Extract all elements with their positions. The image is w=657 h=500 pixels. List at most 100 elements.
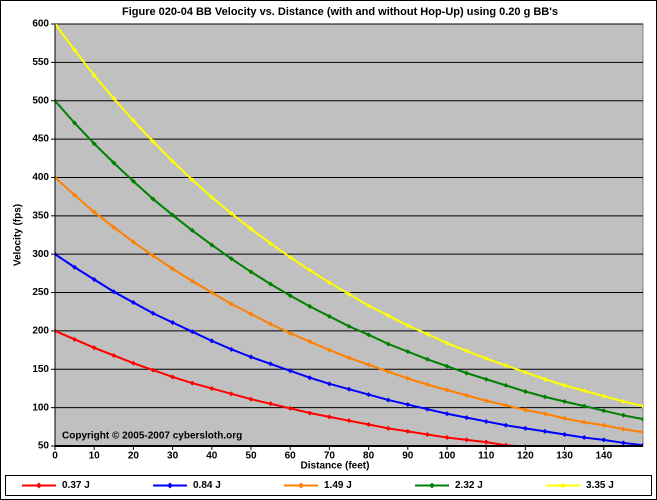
marker [405, 402, 411, 408]
marker [464, 348, 470, 354]
marker [405, 349, 411, 355]
legend-label: 0.37 J [62, 480, 90, 491]
marker [268, 401, 274, 407]
marker [562, 382, 568, 388]
marker [326, 313, 332, 319]
marker [72, 336, 78, 342]
y-tick-label: 250 [32, 287, 49, 298]
marker [424, 431, 430, 437]
marker [91, 277, 97, 283]
marker [581, 403, 587, 409]
marker [424, 406, 430, 412]
marker [248, 311, 254, 317]
marker [483, 356, 489, 362]
marker [326, 347, 332, 353]
marker [326, 414, 332, 420]
marker [130, 360, 136, 366]
marker [228, 256, 234, 262]
marker [444, 411, 450, 417]
y-tick-label: 450 [32, 134, 49, 145]
marker [130, 239, 136, 245]
marker [150, 253, 156, 259]
marker [170, 158, 176, 164]
marker [640, 416, 643, 422]
marker [620, 398, 626, 404]
marker [170, 374, 176, 380]
marker [366, 332, 372, 338]
marker [209, 194, 215, 200]
marker [542, 394, 548, 400]
y-tick-label: 200 [32, 326, 49, 337]
marker [444, 340, 450, 346]
marker [444, 387, 450, 393]
marker [366, 392, 372, 398]
marker [189, 380, 195, 386]
marker [55, 174, 58, 180]
x-tick-label: 80 [363, 451, 375, 462]
marker [209, 385, 215, 391]
marker [189, 278, 195, 284]
marker [287, 293, 293, 299]
marker [385, 397, 391, 403]
marker [503, 382, 509, 388]
marker [483, 439, 489, 445]
marker [346, 323, 352, 329]
x-tick-label: 0 [52, 451, 58, 462]
marker [346, 291, 352, 297]
marker [248, 354, 254, 360]
marker [307, 410, 313, 416]
marker [209, 338, 215, 344]
marker [130, 118, 136, 124]
marker [640, 429, 643, 435]
marker [268, 240, 274, 246]
marker [72, 192, 78, 198]
marker [111, 95, 117, 101]
x-tick-label: 140 [595, 451, 612, 462]
marker [620, 440, 626, 446]
marker [444, 435, 450, 441]
marker [620, 426, 626, 432]
marker [522, 389, 528, 395]
marker [620, 412, 626, 418]
marker [385, 369, 391, 375]
legend-label: 3.35 J [586, 480, 614, 491]
marker [483, 376, 489, 382]
marker [640, 403, 643, 409]
marker [150, 310, 156, 316]
plot-area [54, 23, 644, 447]
marker [55, 98, 58, 104]
marker [522, 369, 528, 375]
marker [189, 227, 195, 233]
marker [424, 356, 430, 362]
marker [542, 376, 548, 382]
y-tick-label: 300 [32, 249, 49, 260]
marker [72, 120, 78, 126]
marker [581, 388, 587, 394]
marker [366, 303, 372, 309]
legend-label: 2.32 J [455, 480, 483, 491]
marker [111, 289, 117, 295]
y-tick-label: 100 [32, 402, 49, 413]
marker [385, 341, 391, 347]
marker [405, 428, 411, 434]
y-tick-label: 350 [32, 210, 49, 221]
marker [287, 330, 293, 336]
y-tick-label: 50 [38, 441, 50, 452]
marker [464, 370, 470, 376]
marker [385, 425, 391, 431]
marker [464, 415, 470, 421]
x-tick-label: 90 [402, 451, 414, 462]
marker [346, 386, 352, 392]
marker [248, 396, 254, 402]
x-tick-label: 10 [89, 451, 101, 462]
marker [91, 209, 97, 215]
marker [189, 177, 195, 183]
marker [307, 303, 313, 309]
marker [405, 323, 411, 329]
marker [562, 398, 568, 404]
legend [5, 475, 652, 496]
y-axis-label: Velocity (fps) [13, 204, 24, 266]
marker [209, 290, 215, 296]
marker [464, 437, 470, 443]
